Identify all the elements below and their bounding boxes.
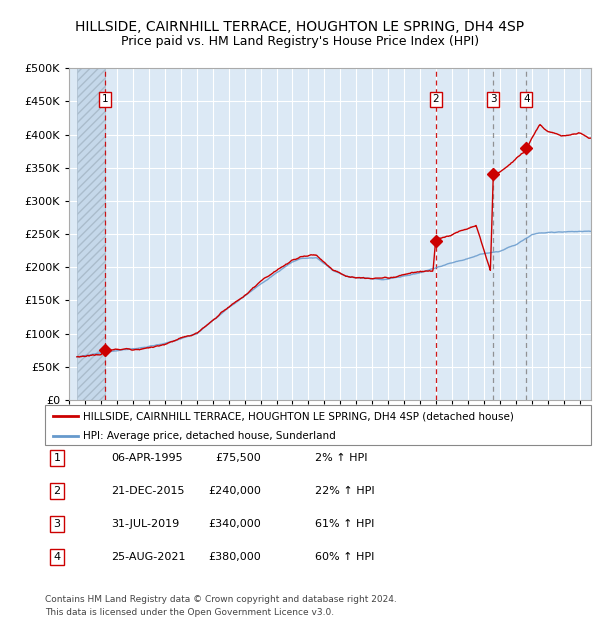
Text: £75,500: £75,500 <box>215 453 261 463</box>
Text: HILLSIDE, CAIRNHILL TERRACE, HOUGHTON LE SPRING, DH4 4SP: HILLSIDE, CAIRNHILL TERRACE, HOUGHTON LE… <box>76 20 524 34</box>
Text: 4: 4 <box>523 94 530 104</box>
Text: Price paid vs. HM Land Registry's House Price Index (HPI): Price paid vs. HM Land Registry's House … <box>121 35 479 48</box>
Text: 2% ↑ HPI: 2% ↑ HPI <box>315 453 367 463</box>
Text: 4: 4 <box>53 552 61 562</box>
Text: Contains HM Land Registry data © Crown copyright and database right 2024.
This d: Contains HM Land Registry data © Crown c… <box>45 595 397 617</box>
Text: 1: 1 <box>102 94 109 104</box>
Text: 60% ↑ HPI: 60% ↑ HPI <box>315 552 374 562</box>
Text: 22% ↑ HPI: 22% ↑ HPI <box>315 486 374 496</box>
Text: 25-AUG-2021: 25-AUG-2021 <box>111 552 185 562</box>
Text: 2: 2 <box>53 486 61 496</box>
Text: 61% ↑ HPI: 61% ↑ HPI <box>315 519 374 529</box>
Text: 21-DEC-2015: 21-DEC-2015 <box>111 486 185 496</box>
Text: 2: 2 <box>433 94 439 104</box>
Text: 3: 3 <box>490 94 497 104</box>
Text: HPI: Average price, detached house, Sunderland: HPI: Average price, detached house, Sund… <box>83 431 336 441</box>
Text: HILLSIDE, CAIRNHILL TERRACE, HOUGHTON LE SPRING, DH4 4SP (detached house): HILLSIDE, CAIRNHILL TERRACE, HOUGHTON LE… <box>83 412 514 422</box>
Text: 3: 3 <box>53 519 61 529</box>
FancyBboxPatch shape <box>45 405 591 445</box>
Bar <box>77 68 105 400</box>
Text: 31-JUL-2019: 31-JUL-2019 <box>111 519 179 529</box>
Text: 1: 1 <box>53 453 61 463</box>
Text: £340,000: £340,000 <box>208 519 261 529</box>
Text: 06-APR-1995: 06-APR-1995 <box>111 453 182 463</box>
Text: £240,000: £240,000 <box>208 486 261 496</box>
Text: £380,000: £380,000 <box>208 552 261 562</box>
